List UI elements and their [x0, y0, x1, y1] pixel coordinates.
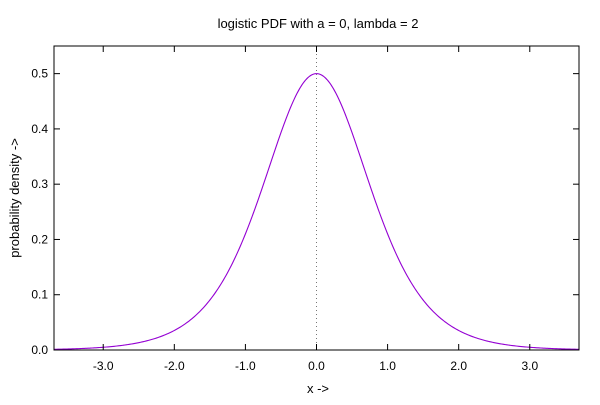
y-tick-label-2: 0.2 [31, 232, 48, 246]
chart-title: logistic PDF with a = 0, lambda = 2 [218, 16, 419, 31]
y-tick-label-1: 0.1 [31, 288, 48, 302]
plot-area: 0.0 0.1 0.2 0.3 0.4 0.5 -3.0 -2.0 -1.0 0.0 1.0 2.0 3… [31, 45, 580, 373]
x-tick-label-1: -2.0 [164, 359, 185, 373]
x-tick-label-5: 2.0 [450, 359, 467, 373]
x-tick-label-3: 0.0 [308, 359, 325, 373]
x-axis-label: x -> [307, 381, 329, 396]
y-tick-label-5: 0.5 [31, 67, 48, 81]
x-tick-label-6: 3.0 [521, 359, 538, 373]
y-axis-label: probability density -> [7, 138, 22, 258]
y-tick-label-3: 0.3 [31, 177, 48, 191]
y-tick-label-4: 0.4 [31, 122, 48, 136]
series-line-0 [53, 73, 580, 350]
x-tick-label-0: -3.0 [93, 359, 114, 373]
x-tick-label-4: 1.0 [379, 359, 396, 373]
x-tick-label-2: -1.0 [235, 359, 256, 373]
y-tick-label-0: 0.0 [31, 343, 48, 357]
